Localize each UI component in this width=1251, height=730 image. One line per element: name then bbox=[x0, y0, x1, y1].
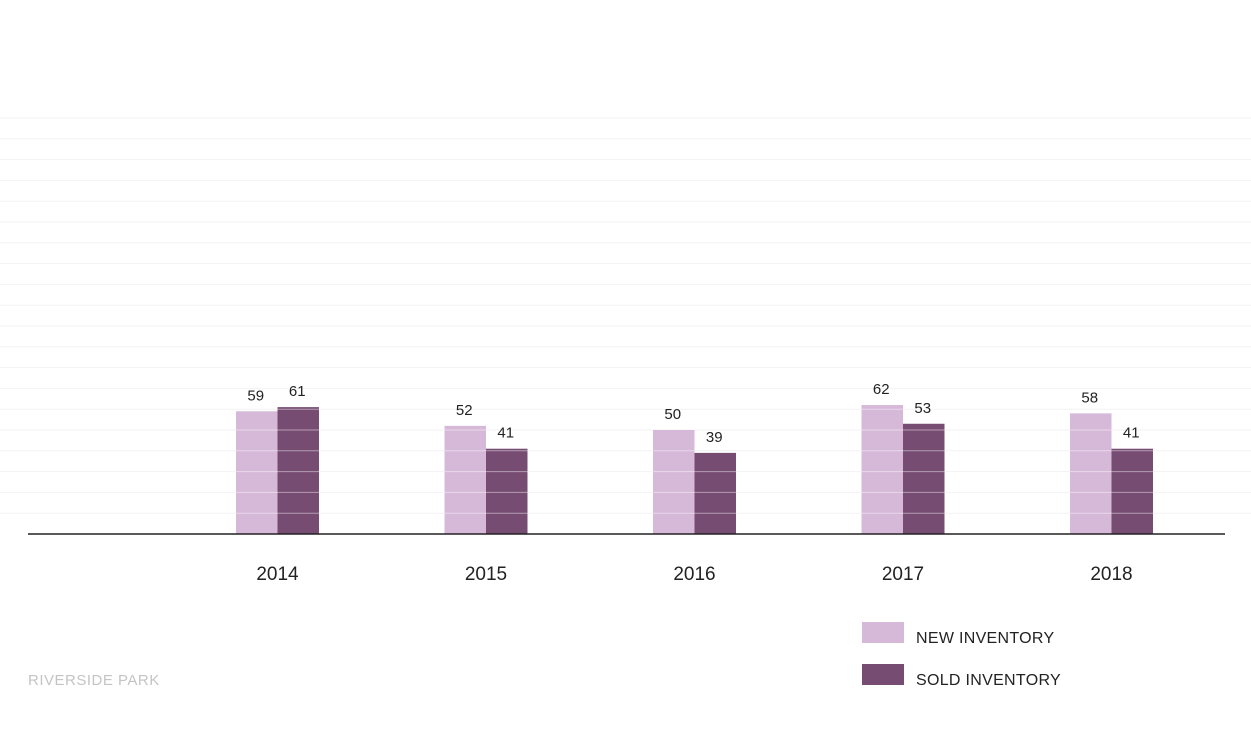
bar-new-inventory-2014 bbox=[236, 411, 278, 534]
x-tick-label-2015: 2015 bbox=[465, 564, 507, 585]
grid-lines bbox=[0, 117, 1251, 514]
legend: NEW INVENTORY SOLD INVENTORY bbox=[862, 622, 1061, 689]
value-label-sold-inventory-2018: 41 bbox=[1123, 425, 1140, 442]
value-label-sold-inventory-2014: 61 bbox=[289, 383, 306, 400]
legend-label-sold-inventory: SOLD INVENTORY bbox=[916, 672, 1061, 689]
value-label-new-inventory-2018: 58 bbox=[1081, 389, 1098, 406]
bar-sold-inventory-2014 bbox=[277, 407, 319, 534]
value-labels: 59 61 52 41 50 39 62 53 58 41 bbox=[247, 381, 1139, 446]
legend-swatch-sold-inventory bbox=[862, 664, 904, 685]
x-tick-label-2017: 2017 bbox=[882, 564, 924, 585]
value-label-new-inventory-2014: 59 bbox=[247, 387, 264, 404]
legend-swatch-new-inventory bbox=[862, 622, 904, 643]
value-label-sold-inventory-2016: 39 bbox=[706, 429, 723, 446]
x-tick-labels: 2014 2015 2016 2017 2018 bbox=[256, 564, 1132, 585]
x-tick-label-2014: 2014 bbox=[256, 564, 299, 585]
value-label-sold-inventory-2015: 41 bbox=[497, 425, 514, 442]
bars bbox=[236, 405, 1153, 534]
x-tick-label-2016: 2016 bbox=[673, 564, 715, 585]
bar-sold-inventory-2018 bbox=[1111, 448, 1153, 534]
value-label-sold-inventory-2017: 53 bbox=[914, 400, 931, 417]
bar-sold-inventory-2016 bbox=[694, 452, 736, 534]
bar-sold-inventory-2015 bbox=[486, 448, 528, 534]
bar-new-inventory-2016 bbox=[653, 430, 695, 534]
bar-new-inventory-2017 bbox=[861, 405, 903, 534]
legend-label-new-inventory: NEW INVENTORY bbox=[916, 630, 1054, 647]
bar-gridlines bbox=[236, 408, 1153, 514]
value-label-new-inventory-2015: 52 bbox=[456, 402, 473, 419]
bar-new-inventory-2015 bbox=[444, 425, 486, 534]
x-tick-label-2018: 2018 bbox=[1090, 564, 1132, 585]
bar-sold-inventory-2017 bbox=[903, 423, 945, 534]
bar-new-inventory-2018 bbox=[1070, 413, 1112, 534]
value-label-new-inventory-2017: 62 bbox=[873, 381, 890, 398]
footer-label: RIVERSIDE PARK bbox=[28, 672, 160, 689]
value-label-new-inventory-2016: 50 bbox=[664, 406, 681, 423]
